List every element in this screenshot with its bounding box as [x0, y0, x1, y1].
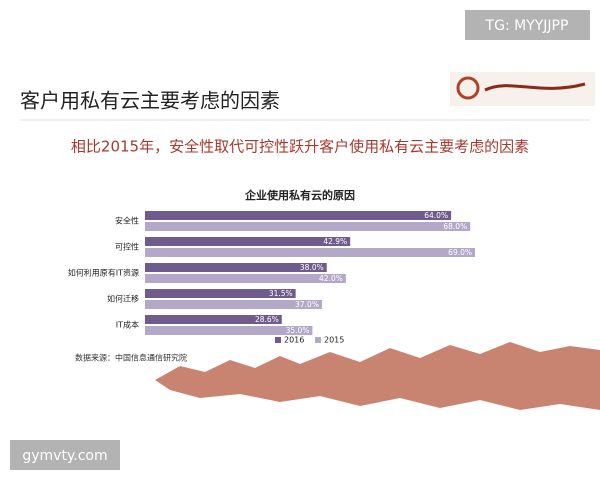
value-label: 64.0% [424, 211, 448, 220]
category-label: IT成本 [116, 320, 139, 330]
great-wall-silhouette [155, 342, 600, 410]
source: 数据来源：中国信息通信研究院 [75, 353, 187, 363]
bar [145, 289, 296, 298]
logo [450, 72, 595, 106]
legend-label: 2016 [284, 336, 304, 345]
legend-swatch [275, 337, 281, 343]
slide-subtitle: 相比2015年，安全性取代可控性跃升客户使用私有云主要考虑的因素 [71, 138, 529, 156]
bar [145, 315, 282, 324]
legend-swatch [315, 337, 321, 343]
watermark: gymvty.com [22, 448, 107, 464]
logo-box [450, 72, 595, 106]
value-label: 68.0% [443, 222, 467, 231]
value-label: 28.6% [255, 315, 279, 324]
bar [145, 222, 471, 231]
value-label: 38.0% [300, 263, 324, 272]
category-label: 如何迁移 [107, 294, 139, 304]
value-label: 42.9% [323, 237, 347, 246]
bar [145, 237, 351, 246]
category-label: 安全性 [115, 216, 139, 226]
value-label: 35.0% [286, 326, 310, 335]
chart: 安全性 64.0% 68.0% 可控性 42.9% 69.0% 如何利用原有IT资源 38.0… [68, 211, 475, 345]
watermark: TG: MYYJJPP [485, 18, 569, 34]
category-label: 可控性 [115, 242, 139, 252]
bar [145, 263, 327, 272]
category-label: 如何利用原有IT资源 [68, 268, 139, 278]
legend-label: 2015 [324, 336, 344, 345]
value-label: 37.0% [295, 300, 319, 309]
chart-title: 企业使用私有云的原因 [244, 188, 355, 202]
bar [145, 274, 346, 283]
value-label: 69.0% [448, 248, 472, 257]
bar [145, 248, 475, 257]
logo-mark [456, 76, 480, 100]
value-label: 31.5% [269, 289, 293, 298]
value-label: 42.0% [319, 274, 343, 283]
logo-script [484, 82, 586, 92]
watermark-box [10, 440, 120, 470]
bar [145, 211, 452, 220]
slide-title: 客户用私有云主要考虑的因素 [20, 89, 280, 113]
bar [145, 326, 313, 335]
watermark-box [465, 10, 590, 40]
bar [145, 300, 322, 309]
